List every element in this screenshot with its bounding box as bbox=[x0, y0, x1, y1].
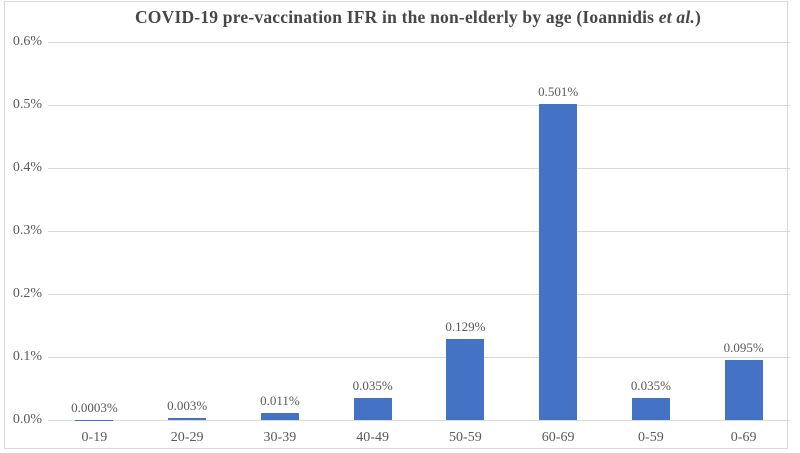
data-label-20-29: 0.003% bbox=[167, 398, 208, 414]
data-label-60-69: 0.501% bbox=[538, 84, 579, 100]
x-axis-tick-label-40-49: 40-49 bbox=[356, 430, 389, 445]
data-label-30-39: 0.011% bbox=[260, 393, 300, 409]
data-label-0-69: 0.095% bbox=[723, 340, 764, 356]
y-axis-tick-label: 0.0% bbox=[12, 412, 42, 427]
bar-0-59 bbox=[631, 397, 670, 420]
bar-0-69 bbox=[724, 360, 763, 420]
gridline bbox=[48, 231, 790, 232]
chart-border bbox=[4, 1, 788, 449]
chart-title-italic: et al. bbox=[658, 7, 695, 27]
x-axis-tick-label-30-39: 30-39 bbox=[263, 430, 297, 445]
y-axis-tick-label: 0.5% bbox=[12, 97, 42, 112]
y-axis-tick-label: 0.6% bbox=[12, 34, 42, 49]
data-label-0-19: 0.0003% bbox=[71, 399, 118, 415]
bar-20-29 bbox=[168, 418, 207, 420]
gridline bbox=[48, 294, 790, 295]
chart-title-prefix: COVID-19 pre-vaccination IFR in the non-… bbox=[134, 7, 659, 27]
x-axis-tick-label-0-59: 0-59 bbox=[638, 430, 664, 445]
data-label-50-59: 0.129% bbox=[445, 318, 486, 334]
x-axis-tick-label-50-59: 50-59 bbox=[449, 430, 482, 445]
y-axis-tick-label: 0.1% bbox=[12, 349, 42, 364]
gridline bbox=[48, 168, 790, 169]
gridline bbox=[48, 105, 790, 106]
y-axis-tick-label: 0.2% bbox=[12, 286, 42, 301]
gridline bbox=[48, 42, 790, 43]
chart-title-suffix: ) bbox=[694, 7, 702, 27]
y-axis-tick-label: 0.4% bbox=[12, 160, 42, 175]
data-label-40-49: 0.035% bbox=[352, 377, 393, 393]
data-label-0-59: 0.035% bbox=[630, 377, 671, 393]
bar-40-49 bbox=[353, 397, 392, 420]
x-axis-tick-label-20-29: 20-29 bbox=[170, 430, 204, 445]
bar-30-39 bbox=[260, 413, 299, 420]
x-axis-tick-label-60-69: 60-69 bbox=[541, 430, 575, 445]
x-axis-tick-label-0-19: 0-19 bbox=[81, 430, 108, 445]
chart-title: COVID-19 pre-vaccination IFR in the non-… bbox=[38, 7, 798, 28]
bar-60-69 bbox=[539, 104, 578, 420]
gridline bbox=[48, 357, 790, 358]
bar-50-59 bbox=[446, 338, 485, 420]
x-axis-tick-label-0-69: 0-69 bbox=[730, 430, 757, 445]
gridline bbox=[48, 420, 790, 421]
y-axis-tick-label: 0.3% bbox=[12, 223, 42, 238]
